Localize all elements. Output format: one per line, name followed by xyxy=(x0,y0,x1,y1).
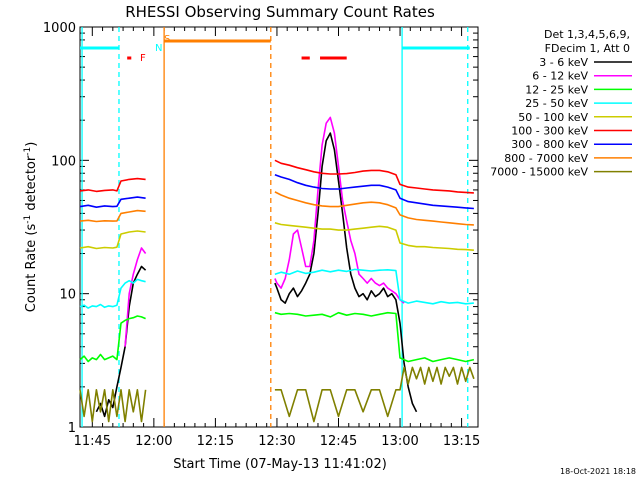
legend-label: 25 - 50 keV xyxy=(525,97,588,110)
plot-frame xyxy=(79,26,479,428)
status-bars xyxy=(80,39,470,60)
y-axis-label-sup2: -1 xyxy=(23,147,33,156)
flag-f: F xyxy=(140,53,146,64)
x-tick-label: 11:45 xyxy=(74,434,111,449)
series-line-1 xyxy=(274,116,405,304)
series-line-2 xyxy=(79,315,146,363)
series-line-6 xyxy=(79,196,146,208)
legend-label: 7000 - 15000 keV xyxy=(490,166,588,179)
series-line-3 xyxy=(274,268,474,305)
legend-label: 50 - 100 keV xyxy=(518,111,588,124)
chart-title: RHESSI Observing Summary Count Rates xyxy=(125,3,435,21)
y-axis-label-main: Count Rate (s xyxy=(24,224,39,313)
legend-label: 3 - 6 keV xyxy=(539,56,588,69)
series-line-8 xyxy=(274,366,475,423)
series-line-6 xyxy=(274,173,474,210)
x-tick-label: 13:15 xyxy=(443,434,480,449)
series-line-8 xyxy=(79,388,147,423)
x-axis: 11:45 12:00 12:15 12:30 12:45 13:00 13:15 xyxy=(74,27,480,449)
x-tick-label: 12:30 xyxy=(258,434,295,449)
legend-label: 100 - 300 keV xyxy=(511,125,588,138)
y-tick-label: 1 xyxy=(68,421,76,436)
legend-label: 12 - 25 keV xyxy=(525,83,588,96)
y-tick-label: 1000 xyxy=(43,21,76,36)
x-axis-label: Start Time (07-May-13 11:41:02) xyxy=(173,457,387,472)
series-line-7 xyxy=(274,191,474,226)
y-axis-label-mid: detector xyxy=(24,155,39,215)
plot-area xyxy=(79,26,479,428)
y-axis-label-end: ) xyxy=(24,142,39,147)
y-axis-label-sup: -1 xyxy=(23,215,33,224)
series-line-1 xyxy=(124,247,147,347)
x-tick-label: 12:45 xyxy=(320,434,357,449)
legend-header-line-1: Det 1,3,4,5,6,9, xyxy=(544,28,630,41)
y-tick-label: 10 xyxy=(59,288,76,303)
y-axis-label: Count Rate (s-1 detector-1) xyxy=(23,142,39,313)
series-line-4 xyxy=(274,222,474,251)
x-tick-label: 12:15 xyxy=(197,434,234,449)
vertical-markers xyxy=(81,27,469,427)
series-line-3 xyxy=(79,278,146,309)
flag-labels: FNS xyxy=(140,34,170,64)
x-tick-label: 12:00 xyxy=(135,434,172,449)
legend-header-line-2: FDecim 1, Att 0 xyxy=(545,42,630,55)
legend-label: 6 - 12 keV xyxy=(532,70,588,83)
series-line-4 xyxy=(79,230,146,250)
y-tick-label: 100 xyxy=(51,154,76,169)
flag-n: N xyxy=(155,43,162,54)
series-line-7 xyxy=(79,209,146,223)
series-line-0 xyxy=(95,265,147,418)
series-line-5 xyxy=(79,177,146,193)
series-line-5 xyxy=(274,159,474,194)
legend-label: 300 - 800 keV xyxy=(511,138,588,151)
series-lines xyxy=(79,116,475,423)
series-line-2 xyxy=(274,311,475,363)
legend: Det 1,3,4,5,6,9, FDecim 1, Att 0 3 - 6 k… xyxy=(490,28,632,179)
legend-label: 800 - 7000 keV xyxy=(504,152,588,165)
flag-s: S xyxy=(164,34,170,45)
y-axis: 1 10 100 1000 xyxy=(43,21,478,436)
x-tick-label: 13:00 xyxy=(381,434,418,449)
footer-timestamp: 18-Oct-2021 18:18 xyxy=(560,467,636,476)
